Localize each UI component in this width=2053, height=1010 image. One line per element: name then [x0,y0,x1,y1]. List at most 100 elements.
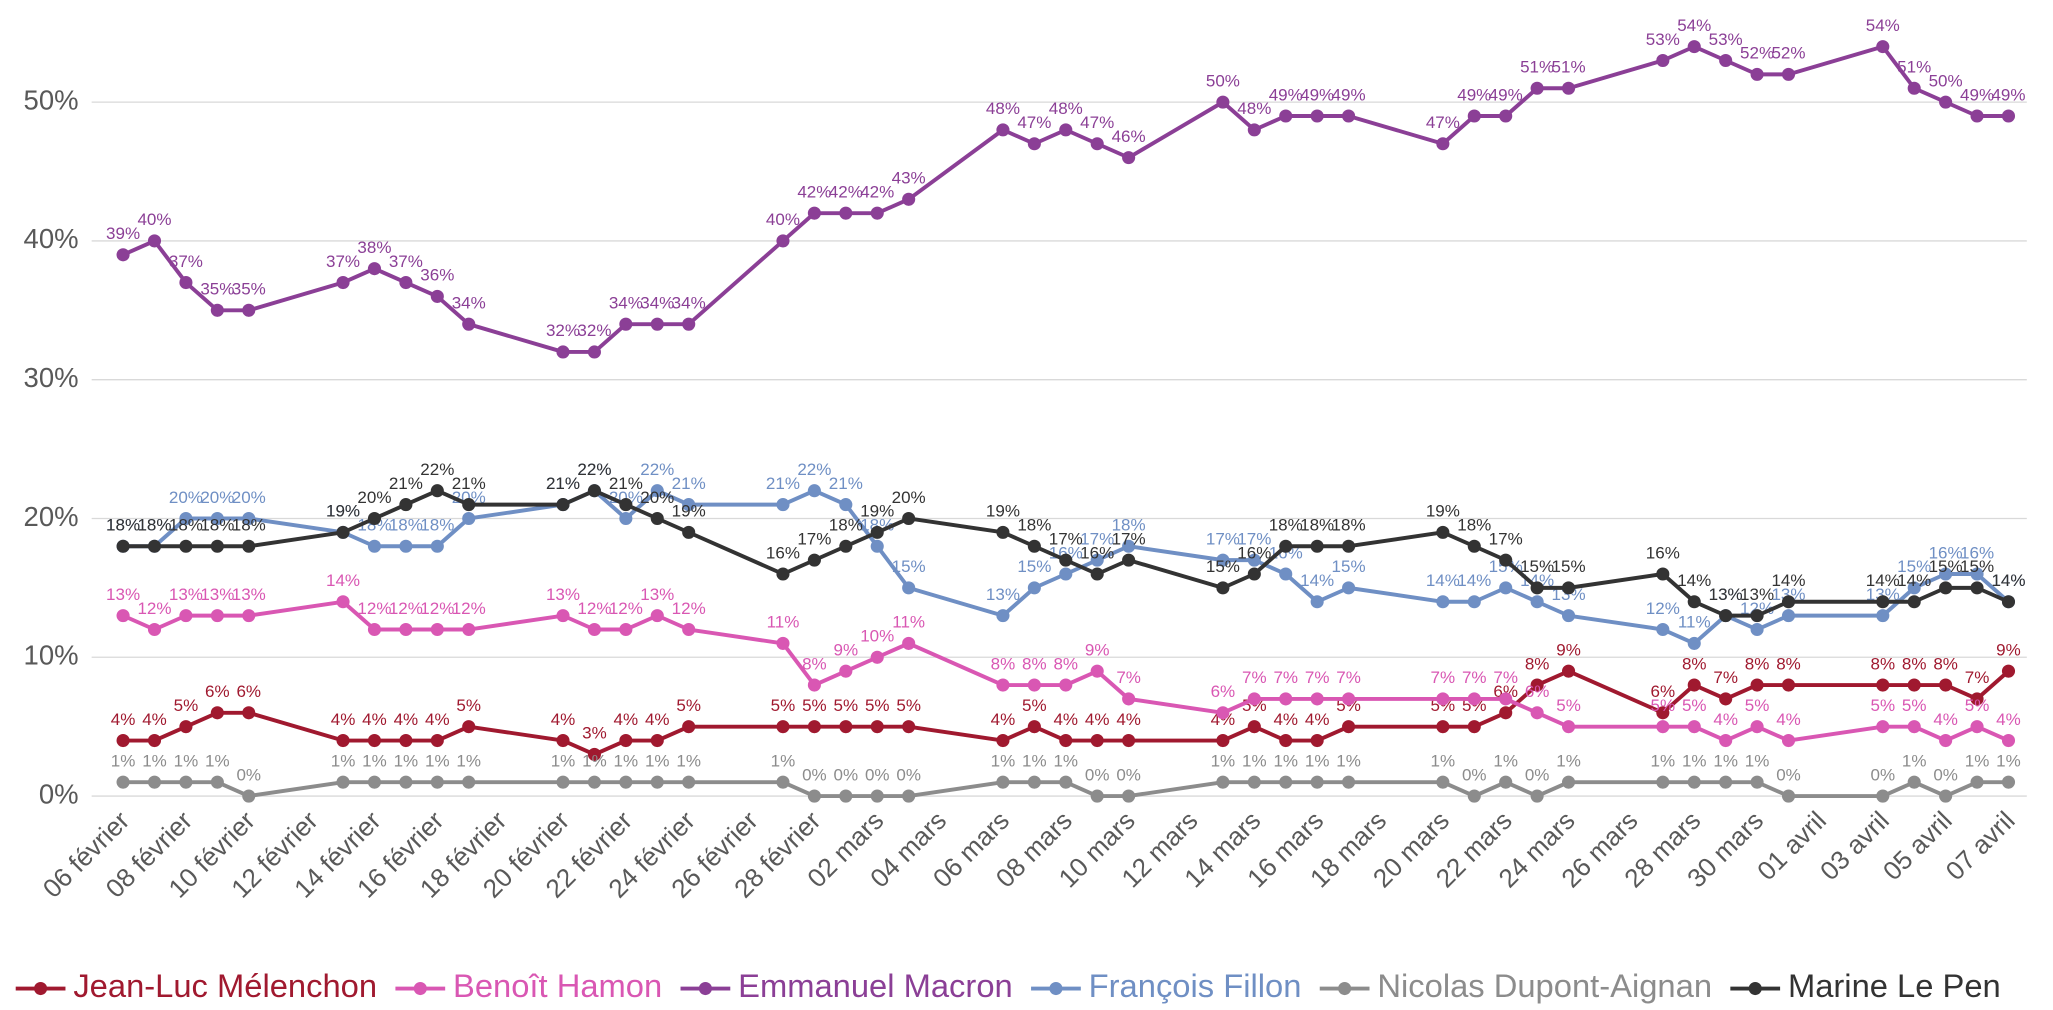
point [430,622,444,637]
legend-marker [34,981,48,996]
data-label: 7% [1336,668,1361,687]
data-label: 0% [834,765,859,784]
point [367,539,382,553]
data-label: 8% [1902,654,1927,673]
data-label: 1% [1242,751,1267,770]
point [210,609,224,623]
point [1687,636,1701,650]
point [1719,733,1733,748]
data-label: 5% [1902,696,1927,715]
data-label: 12% [452,599,486,618]
data-label: 18% [106,516,140,535]
point [1436,595,1450,609]
point [2001,664,2016,678]
point [430,484,444,498]
point [1530,595,1544,609]
point [807,206,821,220]
point [1750,609,1764,623]
data-label: 1% [174,751,199,770]
data-label: 18% [137,516,171,535]
data-label: 13% [1740,585,1774,604]
data-label: 5% [1870,696,1895,715]
point [147,733,162,748]
point [1310,539,1324,553]
data-label: 22% [577,460,611,479]
point [1907,775,1921,789]
data-label: 38% [357,238,391,257]
data-label: 49% [1489,85,1523,104]
data-label: 22% [797,460,831,479]
data-label: 1% [645,751,670,770]
data-label: 4% [362,710,387,729]
data-label: 3% [582,724,607,743]
data-label: 12% [420,599,454,618]
data-label: 18% [1332,516,1366,535]
point [430,289,444,303]
point [1687,678,1701,692]
legend-label: Jean-Luc Mélenchon [73,967,377,1004]
point [179,276,193,290]
data-label: 14% [1426,571,1460,590]
point [1499,692,1513,706]
data-label: 7% [1273,668,1298,687]
point [1750,720,1764,734]
y-tick-label: 0% [39,778,79,809]
point [1687,595,1701,609]
data-label: 6% [1211,682,1236,701]
point [336,733,350,748]
point [1876,609,1890,623]
data-label: 34% [640,293,674,312]
data-label: 1% [1431,751,1456,770]
point [336,775,350,789]
point [1247,553,1261,567]
point [242,706,256,720]
point [1499,109,1513,123]
data-label: 12% [357,599,391,618]
point [1436,137,1450,151]
data-label: 6% [1525,682,1550,701]
point [1562,775,1576,789]
data-label: 19% [986,502,1020,521]
data-label: 14% [326,571,360,590]
data-label: 16% [1080,543,1114,562]
point [587,622,601,637]
point [619,775,633,789]
series: 1% 1% 1% 1% 0% 1% 1% 1% 1% 1% 1% 1% 1% 1% 1% 1% 0% 0% 0% 0%… [111,751,2021,803]
point [587,775,601,789]
data-label: 37% [389,252,423,271]
point [1059,567,1073,581]
point [650,511,664,526]
point [1059,553,1073,567]
data-label: 51% [1552,58,1586,77]
point [839,498,853,512]
point [1310,733,1324,748]
data-label: 0% [1776,765,1801,784]
point [242,789,256,803]
data-label: 43% [892,169,926,188]
data-label: 20% [169,488,203,507]
data-label: 13% [169,585,203,604]
data-label: 7% [1305,668,1330,687]
point [116,733,130,748]
data-label: 4% [331,710,356,729]
point [1530,678,1544,692]
point [116,609,130,623]
legend: Jean-Luc Mélenchon Benoît Hamon Emmanuel M… [15,967,2001,1004]
data-label: 7% [1493,668,1518,687]
point [1090,567,1104,581]
point [2001,775,2016,789]
data-label: 51% [1520,58,1554,77]
point [462,511,476,526]
point [839,720,853,734]
point [776,720,790,734]
data-label: 50% [1206,71,1240,90]
point [462,498,476,512]
point [902,511,916,526]
point [682,622,696,637]
data-label: 32% [577,321,611,340]
data-label: 6% [205,682,230,701]
data-label: 5% [1022,696,1047,715]
data-label: 5% [676,696,701,715]
data-label: 13% [1866,585,1900,604]
